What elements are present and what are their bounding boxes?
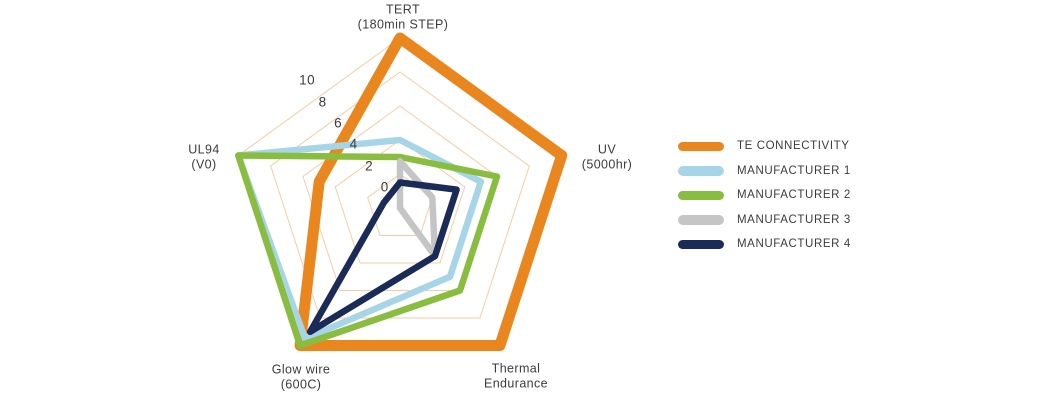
axis-label-sub: Endurance	[483, 376, 549, 390]
legend-swatch-te-connectivity	[678, 141, 724, 151]
tick-label-10: 10	[299, 72, 316, 88]
legend-item-manufacturer-1: MANUFACTURER 1	[678, 159, 851, 184]
axis-label-name: UL94	[188, 142, 220, 157]
axis-label-glow-wire: Glow wire (600C)	[272, 363, 330, 392]
axis-label-name: Thermal	[491, 361, 541, 376]
grid-ring-6	[302, 105, 498, 291]
legend-label: MANUFACTURER 3	[737, 213, 851, 226]
legend-swatch-manufacturer-3	[678, 215, 724, 225]
legend-item-manufacturer-2: MANUFACTURER 2	[678, 183, 851, 208]
axis-label-name: Glow wire	[271, 362, 331, 377]
legend-label: MANUFACTURER 2	[737, 189, 851, 202]
axis-label-tert: TERT (180min STEP)	[358, 3, 449, 32]
series-line-manufacturer-3	[396, 158, 439, 260]
tick-label-2: 2	[365, 158, 374, 174]
axis-label-sub: (180min STEP)	[357, 17, 449, 31]
legend-item-manufacturer-3: MANUFACTURER 3	[678, 208, 851, 233]
legend-label: TE CONNECTIVITY	[737, 140, 850, 153]
legend-label: MANUFACTURER 4	[737, 238, 851, 251]
tick-label-0: 0	[380, 179, 389, 195]
axis-label-ul94: UL94 (V0)	[188, 143, 219, 172]
legend-label: MANUFACTURER 1	[737, 164, 851, 177]
series-line-manufacturer-2	[235, 152, 501, 349]
legend-swatch-manufacturer-4	[678, 239, 724, 249]
axis-label-thermal: Thermal Endurance	[484, 362, 548, 391]
legend-item-manufacturer-4: MANUFACTURER 4	[678, 232, 851, 257]
axis-label-name: TERT	[385, 2, 420, 17]
legend-item-te-connectivity: TE CONNECTIVITY	[678, 134, 851, 159]
series-line-manufacturer-4	[306, 179, 460, 336]
tick-label-8: 8	[318, 94, 327, 110]
axis-label-sub: (5000hr)	[581, 157, 633, 171]
axis-label-sub: (V0)	[191, 157, 217, 171]
tick-label-6: 6	[334, 115, 343, 131]
axis-label-uv: UV (5000hr)	[582, 143, 632, 172]
grid-ring-4	[334, 139, 466, 264]
tick-label-4: 4	[349, 136, 358, 152]
axis-label-name: UV	[597, 142, 617, 157]
legend-swatch-manufacturer-1	[678, 166, 724, 176]
legend: TE CONNECTIVITY MANUFACTURER 1 MANUFACTURE…	[678, 134, 851, 257]
legend-swatch-manufacturer-2	[678, 190, 724, 200]
axis-label-sub: (600C)	[280, 377, 322, 391]
